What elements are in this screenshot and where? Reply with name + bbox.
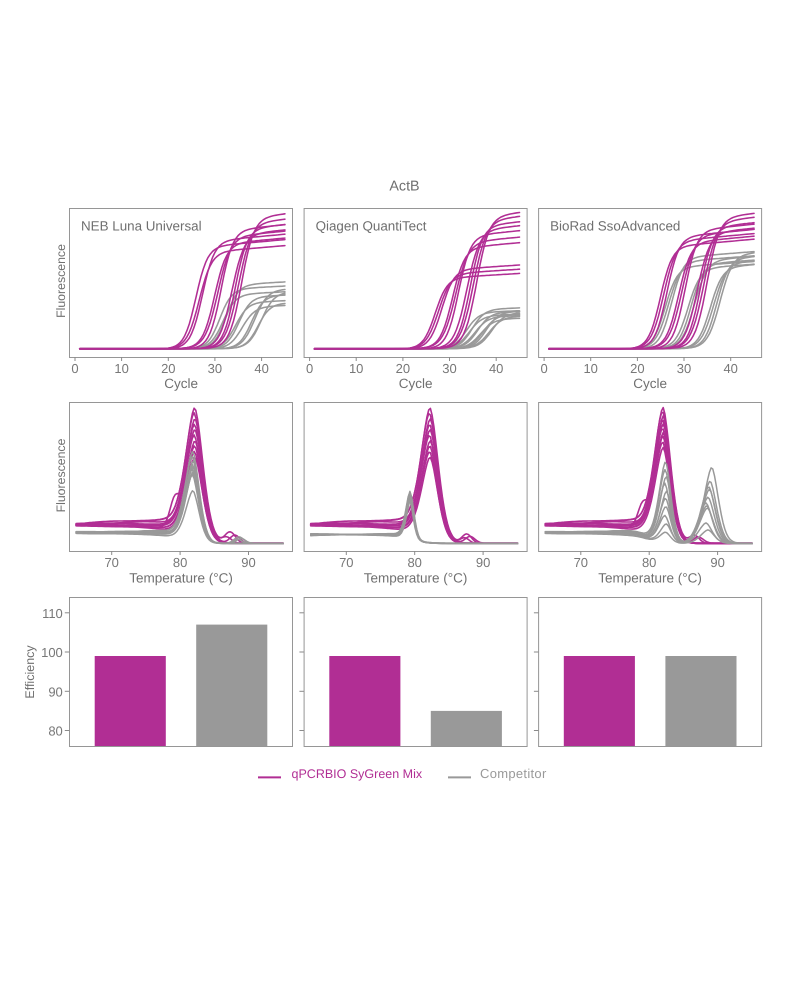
svg-text:70: 70 <box>574 555 588 570</box>
svg-text:90: 90 <box>476 555 490 570</box>
svg-text:BioRad SsoAdvanced: BioRad SsoAdvanced <box>550 219 680 234</box>
svg-text:110: 110 <box>42 606 63 621</box>
svg-text:qPCRBIO SyGreen Mix: qPCRBIO SyGreen Mix <box>292 767 423 781</box>
svg-text:90: 90 <box>710 555 724 570</box>
svg-text:0: 0 <box>71 361 78 376</box>
svg-text:20: 20 <box>630 361 644 376</box>
svg-text:70: 70 <box>339 555 353 570</box>
svg-text:NEB Luna Universal: NEB Luna Universal <box>81 219 202 234</box>
svg-text:10: 10 <box>583 361 597 376</box>
svg-text:Cycle: Cycle <box>164 376 198 391</box>
svg-text:20: 20 <box>396 361 410 376</box>
svg-text:90: 90 <box>48 684 62 699</box>
svg-text:Efficiency: Efficiency <box>23 645 37 699</box>
svg-text:80: 80 <box>48 724 62 739</box>
svg-text:40: 40 <box>254 361 268 376</box>
svg-text:20: 20 <box>161 361 175 376</box>
svg-text:Fluorescence: Fluorescence <box>54 438 68 512</box>
svg-text:40: 40 <box>723 361 737 376</box>
svg-text:0: 0 <box>540 361 547 376</box>
svg-text:0: 0 <box>306 361 313 376</box>
svg-text:90: 90 <box>241 555 255 570</box>
svg-text:Cycle: Cycle <box>633 376 667 391</box>
svg-text:Competitor: Competitor <box>480 766 547 781</box>
svg-text:30: 30 <box>442 361 456 376</box>
svg-text:10: 10 <box>114 361 128 376</box>
svg-text:Temperature (°C): Temperature (°C) <box>364 570 468 585</box>
svg-text:80: 80 <box>407 555 421 570</box>
svg-text:Fluorescence: Fluorescence <box>54 244 68 318</box>
svg-text:30: 30 <box>208 361 222 376</box>
svg-text:10: 10 <box>349 361 363 376</box>
svg-text:30: 30 <box>677 361 691 376</box>
svg-text:Qiagen QuantiTect: Qiagen QuantiTect <box>316 219 427 234</box>
svg-text:Temperature (°C): Temperature (°C) <box>598 570 702 585</box>
svg-text:Temperature (°C): Temperature (°C) <box>129 570 233 585</box>
svg-text:100: 100 <box>41 645 63 660</box>
svg-text:70: 70 <box>104 555 118 570</box>
svg-text:80: 80 <box>642 555 656 570</box>
svg-text:80: 80 <box>173 555 187 570</box>
svg-text:ActB: ActB <box>389 179 419 195</box>
svg-text:40: 40 <box>489 361 503 376</box>
svg-text:Cycle: Cycle <box>399 376 433 391</box>
